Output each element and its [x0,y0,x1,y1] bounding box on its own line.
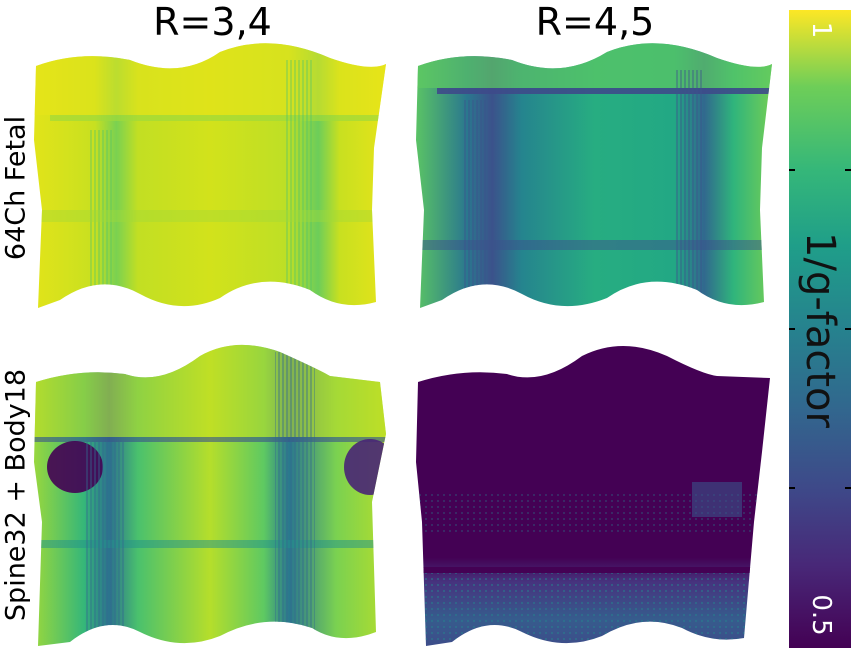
panel-spine-body-r34 [30,342,390,650]
column-title-r34: R=3,4 [153,0,272,44]
panel-fetal-r34 [30,40,390,315]
colorbar-min-label: 0.5 [806,594,836,636]
row-label-spine32-body18: Spine32 + Body18 [0,368,32,622]
colorbar-title: 1/g-factor [797,232,843,428]
panel-fetal-r45 [412,40,777,315]
column-title-r45: R=4,5 [535,0,655,44]
row-label-64ch-fetal: 64Ch Fetal [0,115,32,261]
panel-spine-body-r45 [412,342,777,650]
colorbar-max-label: 1 [806,21,836,39]
colorbar [789,10,851,648]
